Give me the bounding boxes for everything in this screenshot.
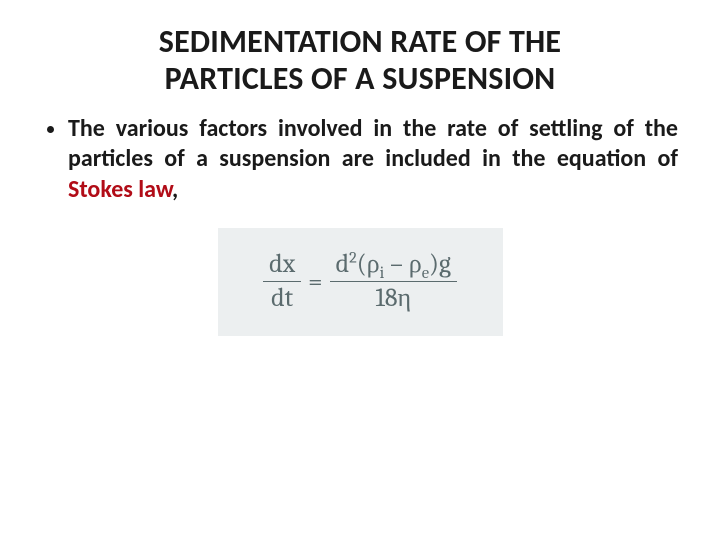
d-exponent: 2 (349, 248, 357, 267)
rho-e: ρ (409, 249, 422, 279)
minus-sign: – (384, 249, 408, 279)
g-symbol: g (439, 249, 451, 279)
right-numerator: d2(ρi – ρe)g (330, 251, 457, 278)
highlight-stokes-law: Stokes law (68, 175, 172, 204)
equals-sign: = (301, 267, 329, 297)
bullet-text-pre: The various factors involved in the rate… (68, 114, 678, 174)
fraction-right: d2(ρi – ρe)g 18η (330, 251, 457, 313)
slide: SEDIMENTATION RATE OF THE PARTICLES OF A… (0, 0, 720, 540)
fraction-left: dx dt (263, 251, 301, 313)
left-denominator: dt (265, 285, 299, 312)
right-denominator: 18η (369, 285, 417, 312)
bullet-text-post: , (172, 175, 178, 204)
bullet-list: The various factors involved in the rate… (42, 114, 678, 206)
fraction-bar-left (263, 281, 301, 282)
eta-symbol: η (397, 283, 411, 313)
slide-title: SEDIMENTATION RATE OF THE PARTICLES OF A… (42, 24, 678, 98)
open-paren: ( (357, 249, 367, 279)
d-symbol: d (336, 249, 350, 279)
left-numerator: dx (263, 251, 301, 278)
den-constant: 18 (375, 283, 397, 313)
close-paren: ) (429, 249, 439, 279)
stokes-equation: dx dt = d2(ρi – ρe)g 18η (263, 251, 457, 313)
fraction-bar-right (330, 281, 457, 282)
title-line-2: PARTICLES OF A SUSPENSION (165, 59, 556, 98)
bullet-item: The various factors involved in the rate… (68, 114, 678, 206)
title-line-1: SEDIMENTATION RATE OF THE (159, 22, 561, 61)
rho-i: ρ (367, 249, 380, 279)
equation-box: dx dt = d2(ρi – ρe)g 18η (218, 228, 503, 336)
